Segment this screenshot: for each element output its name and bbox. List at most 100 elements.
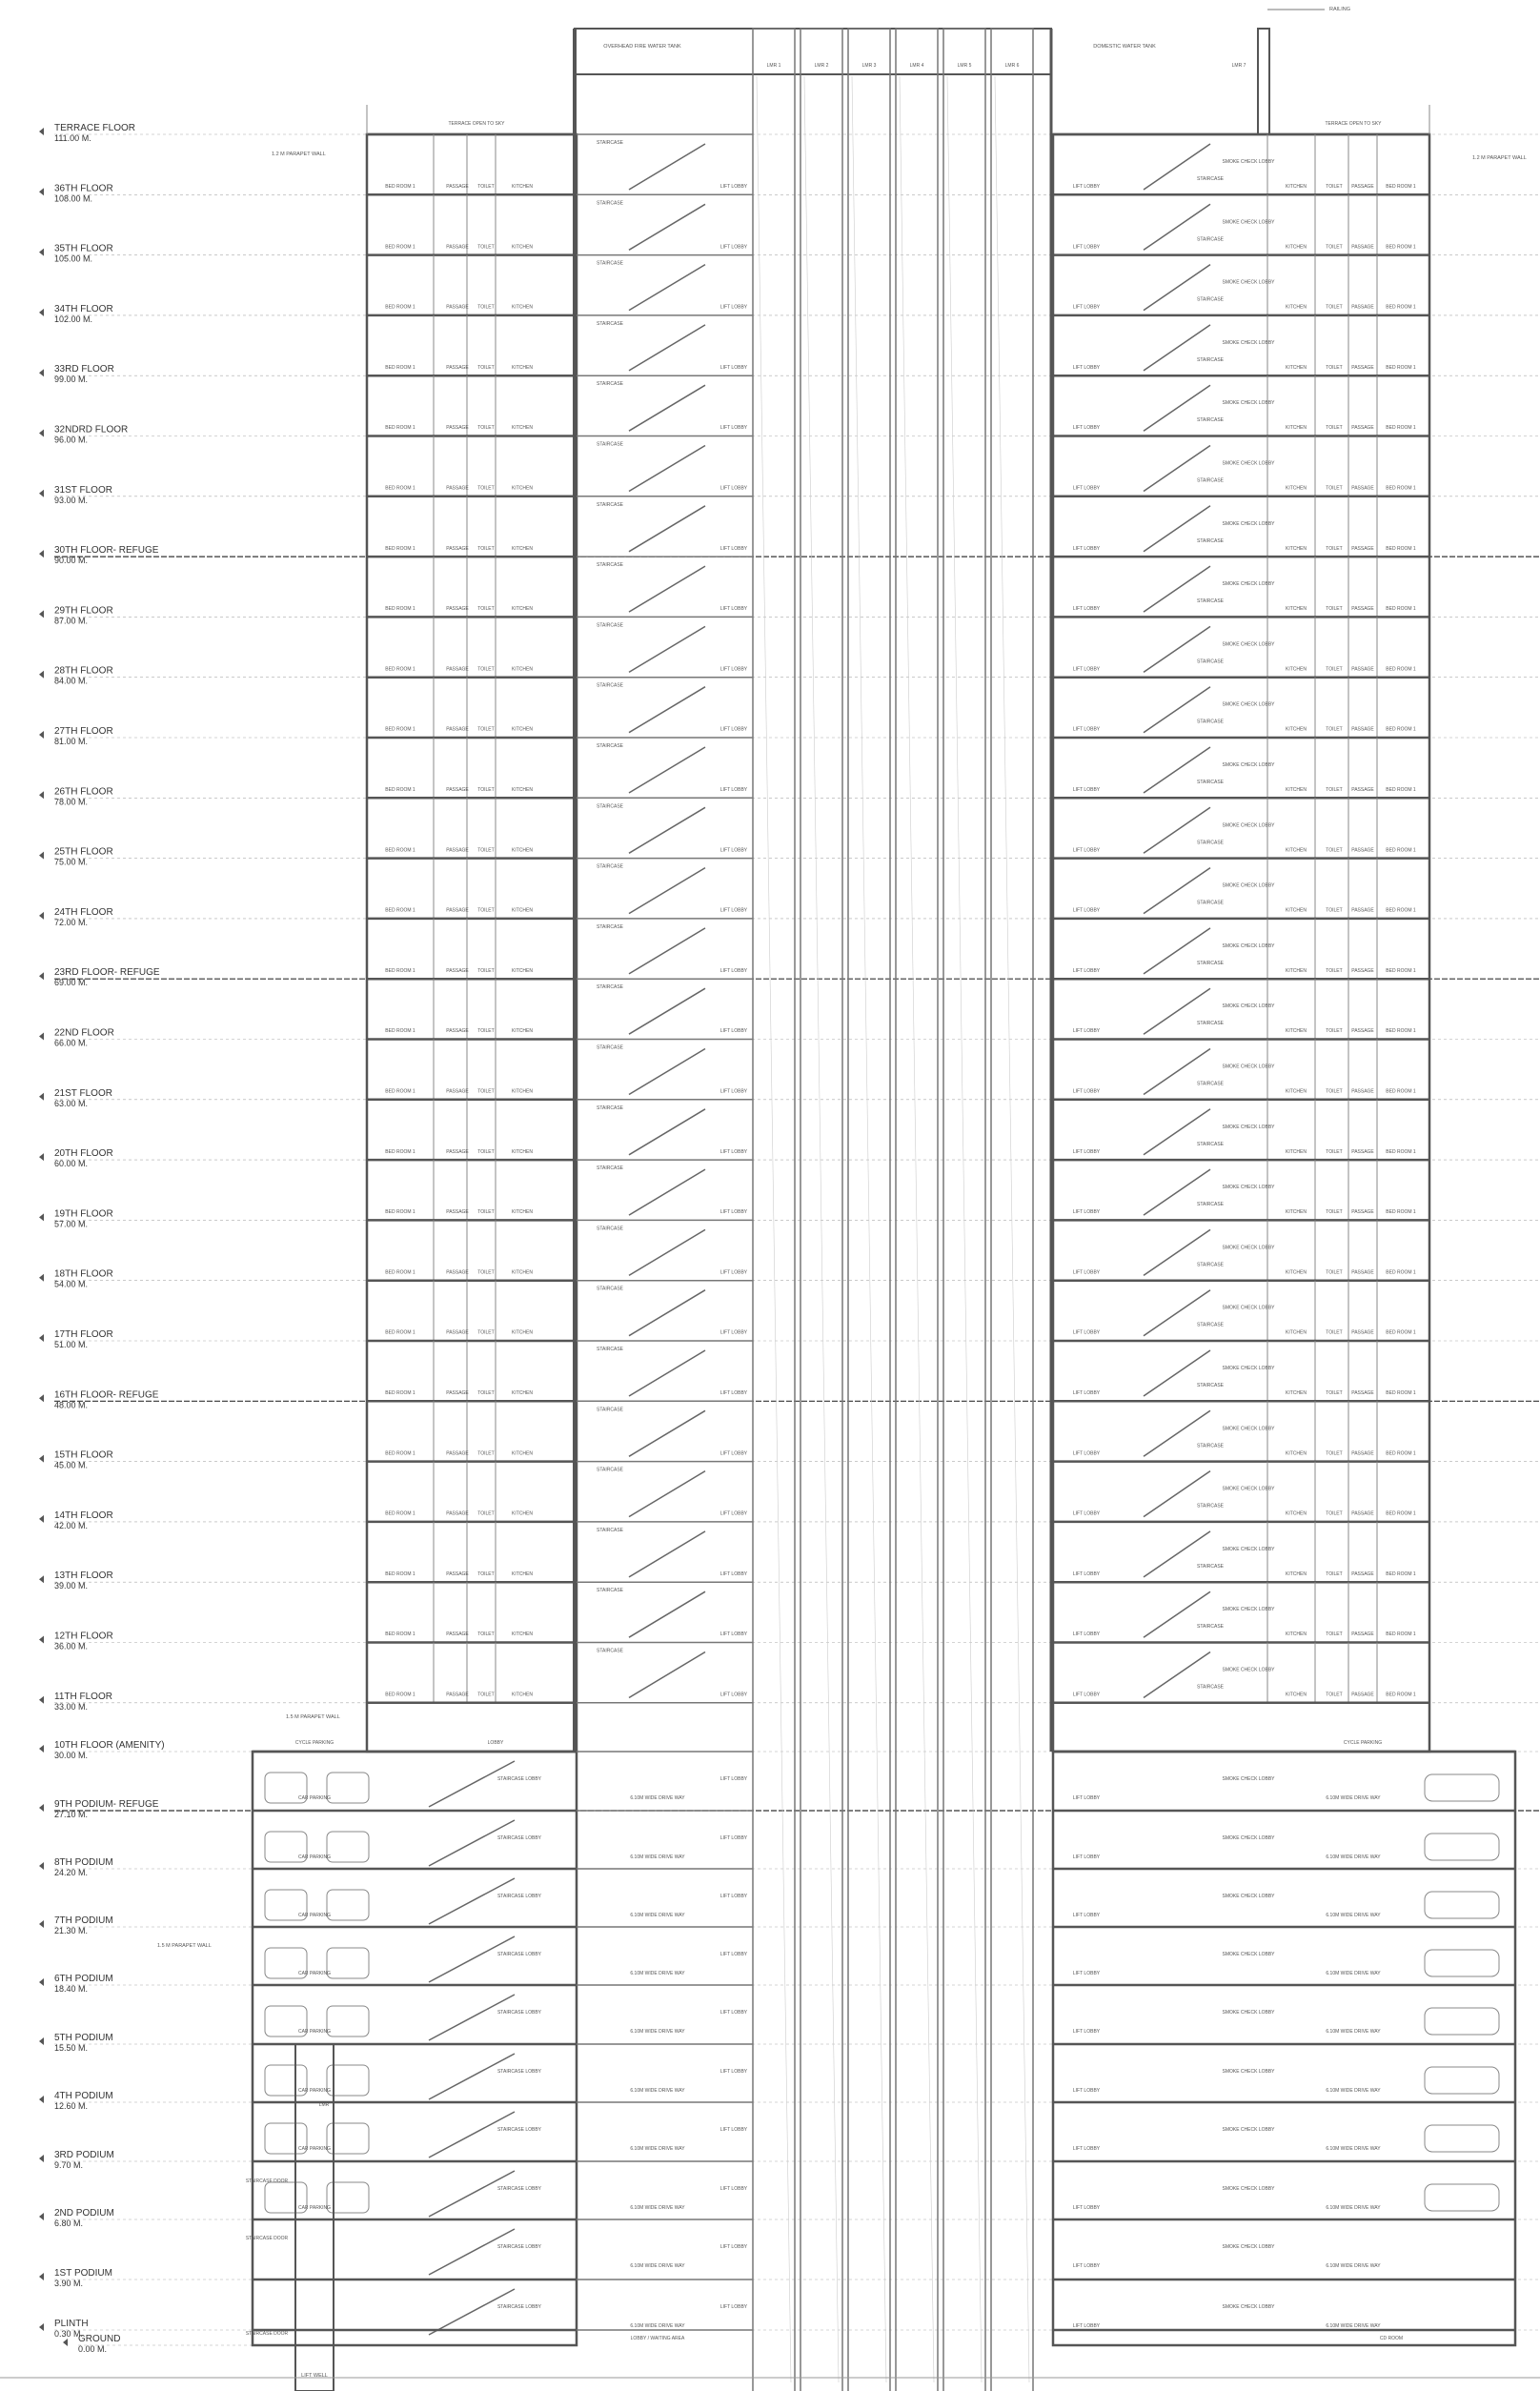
room-lift-lobby-label: LIFT LOBBY: [720, 1571, 748, 1577]
stair-flight: [1143, 1469, 1211, 1518]
room-lift-lobby-label: LIFT LOBBY: [1073, 1971, 1101, 1976]
room-passage-label: PASSAGE: [1351, 968, 1374, 974]
terrace-label-right: TERRACE OPEN TO SKY: [1326, 121, 1383, 127]
room-smoke-check-lobby-label: SMOKE CHECK LOBBY: [1222, 1952, 1275, 1957]
room-toilet-label: TOILET: [1326, 305, 1342, 311]
room-kitchen-label: KITCHEN: [512, 666, 533, 672]
room-smoke-check-lobby-label: SMOKE CHECK LOBBY: [1222, 400, 1275, 406]
lift-lmr-label: LMR 4: [910, 63, 924, 69]
level-elevation: 42.00 M.: [54, 1521, 88, 1530]
room-passage-label: PASSAGE: [446, 968, 469, 974]
room-toilet-label: TOILET: [1326, 606, 1342, 612]
stair-flight: [1143, 384, 1211, 432]
room-lift-lobby-label: LIFT LOBBY: [1073, 1149, 1101, 1155]
stair-flight: [628, 686, 706, 734]
room-passage-label: PASSAGE: [1351, 1631, 1374, 1637]
room-smoke-check-lobby-label: SMOKE CHECK LOBBY: [1222, 2069, 1275, 2075]
room-smoke-check-lobby-label: SMOKE CHECK LOBBY: [1222, 943, 1275, 949]
room-lift-lobby-label: LIFT LOBBY: [1073, 425, 1101, 431]
staircase-lobby-label: STAIRCASE LOBBY: [497, 1894, 542, 1899]
room-kitchen-label: KITCHEN: [1286, 1330, 1307, 1336]
lift-shaft-diagonal: [756, 75, 792, 2383]
level-elevation: 63.00 M.: [54, 1099, 88, 1108]
stair-flight: [1143, 1289, 1211, 1337]
room-smoke-check-lobby-label: SMOKE CHECK LOBBY: [1222, 822, 1275, 828]
stair-flight: [628, 1108, 706, 1156]
room-kitchen-label: KITCHEN: [512, 1571, 533, 1577]
room-smoke-check-lobby-label: SMOKE CHECK LOBBY: [1222, 219, 1275, 225]
stair-flight: [428, 2111, 516, 2158]
staircase-lobby-label: STAIRCASE LOBBY: [497, 1835, 542, 1841]
room-toilet-label: TOILET: [477, 486, 494, 492]
room-lift-lobby-label: LIFT LOBBY: [1073, 1692, 1101, 1698]
room-staircase-label: STAIRCASE: [597, 1528, 624, 1533]
level-arrow-icon: [39, 1032, 44, 1041]
room-smoke-check-lobby-label: SMOKE CHECK LOBBY: [1222, 2127, 1275, 2133]
stair-flight: [428, 1760, 516, 1808]
room-passage-label: PASSAGE: [446, 787, 469, 793]
room-bedroom-label: BED ROOM 1: [385, 425, 415, 431]
room-staircase-label: STAIRCASE: [1197, 901, 1225, 906]
stair-flight: [1143, 1108, 1211, 1156]
room-passage-label: PASSAGE: [1351, 1028, 1374, 1034]
level-elevation: 57.00 M.: [54, 1219, 88, 1228]
room-lift-lobby-label: LIFT LOBBY: [1073, 2263, 1101, 2269]
room-kitchen-label: KITCHEN: [512, 1269, 533, 1275]
room-bedroom-label: BED ROOM 1: [1386, 787, 1416, 793]
room-passage-label: PASSAGE: [446, 727, 469, 733]
level-arrow-icon: [39, 670, 44, 679]
room-smoke-check-lobby-label: SMOKE CHECK LOBBY: [1222, 1835, 1275, 1841]
room-passage-label: PASSAGE: [1351, 1511, 1374, 1517]
room-toilet-label: TOILET: [477, 244, 494, 250]
room-kitchen-label: KITCHEN: [1286, 1571, 1307, 1577]
stair-flight: [1143, 505, 1211, 553]
room-toilet-label: TOILET: [1326, 1089, 1342, 1095]
level-elevation: 84.00 M.: [54, 677, 88, 686]
room-passage-label: PASSAGE: [1351, 847, 1374, 853]
room-smoke-check-lobby-label: SMOKE CHECK LOBBY: [1222, 461, 1275, 467]
room-passage-label: PASSAGE: [446, 606, 469, 612]
room-bedroom-label: BED ROOM 1: [385, 1631, 415, 1637]
level-name: 15TH FLOOR: [54, 1450, 113, 1461]
drive-way-label: 6.10M WIDE DRIVE WAY: [1326, 1913, 1381, 1918]
level-name: 16TH FLOOR- REFUGE: [54, 1389, 159, 1400]
level-elevation: 18.40 M.: [54, 1984, 88, 1994]
room-kitchen-label: KITCHEN: [1286, 305, 1307, 311]
drive-way-label: 6.10M WIDE DRIVE WAY: [630, 1795, 685, 1801]
room-kitchen-label: KITCHEN: [1286, 666, 1307, 672]
staircase-door-label: STAIRCASE DOOR: [246, 2178, 289, 2184]
staircase-lobby-label: STAIRCASE LOBBY: [497, 2010, 542, 2016]
room-kitchen-label: KITCHEN: [1286, 606, 1307, 612]
level-name: 26TH FLOOR: [54, 786, 113, 797]
room-passage-label: PASSAGE: [446, 847, 469, 853]
room-smoke-check-lobby-label: SMOKE CHECK LOBBY: [1222, 883, 1275, 889]
room-smoke-check-lobby-label: SMOKE CHECK LOBBY: [1222, 521, 1275, 527]
level-name: 19TH FLOOR: [54, 1208, 113, 1219]
room-lift-lobby-label: LIFT LOBBY: [1073, 1913, 1101, 1918]
room-bedroom-label: BED ROOM 1: [1386, 1209, 1416, 1215]
level-elevation: 33.00 M.: [54, 1702, 88, 1712]
entrance-lobby-label: LOBBY / WAITING AREA: [631, 2336, 685, 2341]
room-toilet-label: TOILET: [1326, 968, 1342, 974]
room-toilet-label: TOILET: [477, 1209, 494, 1215]
stair-flight: [1143, 1409, 1211, 1457]
room-toilet-label: TOILET: [1326, 1028, 1342, 1034]
level-elevation: 15.50 M.: [54, 2043, 88, 2053]
room-lift-lobby-label: LIFT LOBBY: [720, 2069, 748, 2075]
room-lift-lobby-label: LIFT LOBBY: [1073, 1209, 1101, 1215]
room-smoke-check-lobby-label: SMOKE CHECK LOBBY: [1222, 702, 1275, 708]
room-bedroom-label: BED ROOM 1: [1386, 1330, 1416, 1336]
room-toilet-label: TOILET: [1326, 787, 1342, 793]
car-icon: [326, 2122, 370, 2155]
level-arrow-icon: [39, 1334, 44, 1342]
level-arrow-icon: [39, 1273, 44, 1282]
room-kitchen-label: KITCHEN: [1286, 1631, 1307, 1637]
room-bedroom-label: BED ROOM 1: [1386, 1149, 1416, 1155]
room-lift-lobby-label: LIFT LOBBY: [1073, 1795, 1101, 1801]
